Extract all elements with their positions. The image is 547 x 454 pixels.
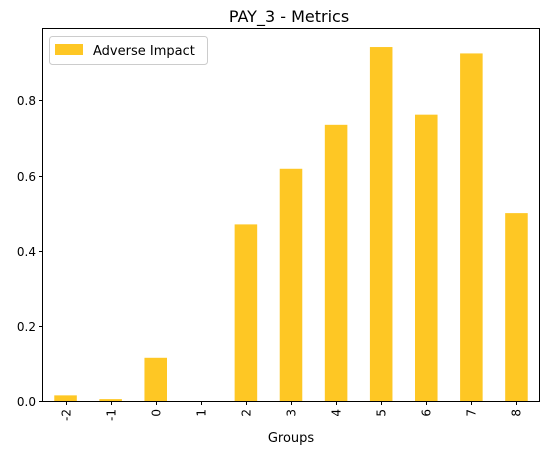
bar-8 <box>505 213 528 401</box>
bar-2 <box>234 224 258 401</box>
y-tick-label: 0.4 <box>17 245 36 259</box>
x-axis: -2 -1 0 1 2 3 4 5 6 7 8 <box>60 401 524 421</box>
x-tick-label: 6 <box>420 409 434 417</box>
legend: Adverse Impact <box>49 36 208 65</box>
legend-box <box>49 36 208 65</box>
chart-title: PAY_3 - Metrics <box>229 7 349 27</box>
bar-7 <box>460 53 483 401</box>
bar-4 <box>324 124 348 402</box>
x-tick-label: 0 <box>150 409 164 417</box>
x-tick-label: 5 <box>375 409 389 417</box>
x-tick-label: -2 <box>60 409 74 421</box>
y-tick-label: 0.6 <box>17 170 36 184</box>
bar--1 <box>99 399 122 401</box>
x-tick-label: 3 <box>285 409 299 417</box>
y-tick-label: 0.0 <box>17 395 36 409</box>
x-tick-label: 2 <box>240 409 254 417</box>
x-tick-label: 4 <box>330 409 344 417</box>
x-tick-label: 8 <box>510 409 524 417</box>
x-axis-label: Groups <box>268 431 315 446</box>
x-tick-label: 7 <box>465 409 479 417</box>
x-tick-label: -1 <box>105 409 119 421</box>
bar--2 <box>54 395 77 401</box>
y-tick-label: 0.2 <box>17 320 36 334</box>
legend-label: Adverse Impact <box>93 44 195 59</box>
y-axis: 0.0 0.2 0.4 0.6 0.8 <box>17 94 43 409</box>
bar-0 <box>144 357 167 401</box>
legend-swatch <box>55 44 83 55</box>
bars-group <box>54 47 528 402</box>
bar-5 <box>369 47 393 401</box>
y-tick-label: 0.8 <box>17 94 36 108</box>
bar-3 <box>279 168 303 401</box>
bar-6 <box>415 114 438 401</box>
x-tick-label: 1 <box>195 409 209 417</box>
